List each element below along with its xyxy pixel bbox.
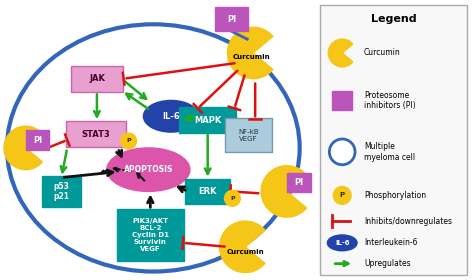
Text: p53
p21: p53 p21 (53, 182, 69, 201)
Ellipse shape (7, 24, 300, 272)
Text: JAK: JAK (89, 74, 105, 83)
FancyBboxPatch shape (66, 121, 126, 147)
Wedge shape (261, 166, 307, 217)
Ellipse shape (144, 101, 199, 132)
Bar (26, 130, 49, 150)
Circle shape (121, 133, 137, 149)
Wedge shape (228, 27, 273, 79)
FancyBboxPatch shape (225, 118, 272, 152)
Text: Upregulates: Upregulates (364, 259, 410, 268)
Text: Inhibits/downregulates: Inhibits/downregulates (364, 217, 452, 226)
Bar (332, 90, 352, 110)
Text: P: P (340, 192, 345, 199)
Text: ERK: ERK (199, 187, 217, 196)
Circle shape (333, 186, 351, 204)
Text: Curcumin: Curcumin (364, 48, 401, 57)
Text: PI: PI (33, 136, 42, 144)
Text: PI: PI (227, 15, 236, 24)
Text: Multiple
myeloma cell: Multiple myeloma cell (364, 142, 415, 162)
FancyBboxPatch shape (42, 176, 81, 207)
FancyBboxPatch shape (179, 107, 237, 133)
Circle shape (225, 190, 240, 206)
Text: IL-6: IL-6 (335, 240, 349, 246)
Text: APOPTOSIS: APOPTOSIS (124, 165, 173, 174)
Text: NF-kB
VEGF: NF-kB VEGF (238, 129, 258, 142)
Ellipse shape (328, 235, 357, 251)
Text: Curcumin: Curcumin (227, 249, 264, 255)
Bar (287, 173, 310, 192)
Text: Curcumin: Curcumin (232, 54, 270, 60)
Wedge shape (328, 39, 353, 67)
FancyBboxPatch shape (185, 179, 230, 204)
Text: MAPK: MAPK (194, 116, 221, 125)
Text: P: P (230, 196, 235, 201)
Bar (215, 8, 248, 31)
FancyBboxPatch shape (71, 66, 123, 92)
Text: Legend: Legend (371, 14, 417, 24)
Text: STAT3: STAT3 (82, 130, 110, 139)
Text: Interleukein-6: Interleukein-6 (364, 238, 418, 247)
Text: P: P (126, 139, 131, 143)
Wedge shape (4, 126, 42, 170)
Text: PIK3/AKT
BCL-2
Cyclin D1
Survivin
VEGF: PIK3/AKT BCL-2 Cyclin D1 Survivin VEGF (132, 218, 169, 252)
Ellipse shape (107, 148, 190, 192)
FancyBboxPatch shape (117, 209, 184, 261)
Wedge shape (219, 221, 265, 272)
Text: IL-6: IL-6 (162, 112, 180, 121)
Text: Proteosome
inhibitors (PI): Proteosome inhibitors (PI) (364, 91, 416, 110)
Bar (320, 6, 467, 274)
Text: PI: PI (294, 178, 303, 187)
Text: Phosphorylation: Phosphorylation (364, 191, 426, 200)
Circle shape (329, 139, 355, 165)
